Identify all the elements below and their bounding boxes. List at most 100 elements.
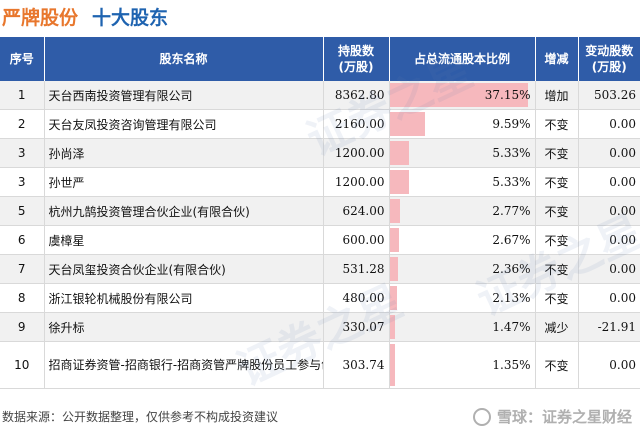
- ratio-bar: [389, 286, 398, 310]
- ratio-cell: 1.35%: [389, 341, 536, 389]
- shares-held: 303.74: [323, 341, 390, 389]
- ratio-cell: 2.36%: [389, 254, 536, 284]
- row-index: 7: [0, 254, 45, 284]
- shareholder-name: 孙世严: [44, 167, 324, 197]
- ratio-text: 2.36%: [492, 262, 531, 276]
- ratio-text: 5.33%: [492, 175, 531, 189]
- ratio-text: 37.15%: [484, 88, 531, 102]
- shareholder-name: 天台西南投资管理有限公司: [44, 81, 324, 110]
- row-index: 3: [0, 167, 45, 197]
- change-shares: 0.00: [578, 225, 640, 255]
- shares-held: 8362.80: [323, 81, 390, 110]
- row-index: 1: [0, 81, 45, 110]
- change-shares: 0.00: [578, 138, 640, 168]
- ratio-bar: [389, 141, 410, 165]
- snowball-logo-icon: [472, 407, 491, 426]
- ratio-cell: 5.33%: [389, 138, 536, 168]
- change-direction: 不变: [535, 283, 579, 313]
- change-direction: 不变: [535, 196, 579, 226]
- change-direction: 不变: [535, 225, 579, 255]
- shareholders-table: 序号 股东名称 持股数 (万股) 占总流通股本比例 增减 变动股数 (万股) 1 天台…: [0, 37, 640, 389]
- shareholder-name: 招商证券资管-招商银行-招商资管严牌股份员工参与创业板战略配售集合资产管理计划: [44, 341, 324, 389]
- row-index: 9: [0, 312, 45, 342]
- shares-held: 531.28: [323, 254, 390, 284]
- brand-mark: 雪球：证券之星财经: [472, 406, 632, 427]
- ratio-text: 1.35%: [492, 358, 531, 372]
- column-header-index: 序号: [0, 37, 45, 81]
- change-shares: 503.26: [578, 81, 640, 110]
- change-shares: 0.00: [578, 167, 640, 197]
- shares-held: 624.00: [323, 196, 390, 226]
- table-row: 2 天台友凤投资咨询管理有限公司 2160.00 9.59% 不变 0.00: [0, 109, 640, 139]
- column-header-shares: 持股数 (万股): [323, 37, 390, 81]
- ratio-text: 5.33%: [492, 146, 531, 160]
- shareholder-name: 徐升标: [44, 312, 324, 342]
- ratio-bar: [389, 315, 395, 339]
- table-header-row: 序号 股东名称 持股数 (万股) 占总流通股本比例 增减 变动股数 (万股): [0, 37, 640, 81]
- data-source-note: 数据来源：公开数据整理，仅供参考不构成投资建议: [2, 410, 279, 424]
- change-direction: 不变: [535, 167, 579, 197]
- row-index: 5: [0, 196, 45, 226]
- ratio-text: 2.13%: [492, 291, 531, 305]
- stock-name: 严牌股份: [2, 6, 79, 29]
- table-row: 1 天台西南投资管理有限公司 8362.80 37.15% 增加 503.26: [0, 81, 640, 110]
- ratio-bar: [389, 257, 399, 281]
- shareholder-name: 天台凤玺投资合伙企业(有限合伙): [44, 254, 324, 284]
- shares-held: 1200.00: [323, 167, 390, 197]
- change-shares: 0.00: [578, 196, 640, 226]
- shares-held: 480.00: [323, 283, 390, 313]
- change-shares: 0.00: [578, 254, 640, 284]
- row-index: 3: [0, 138, 45, 168]
- ratio-cell: 37.15%: [389, 81, 536, 110]
- ratio-bar: [389, 228, 400, 252]
- column-header-change-shares: 变动股数 (万股): [578, 37, 640, 81]
- brand-text: 雪球：证券之星财经: [496, 408, 632, 426]
- ratio-text: 9.59%: [492, 117, 531, 131]
- column-header-name: 股东名称: [44, 37, 324, 81]
- change-shares: 0.00: [578, 109, 640, 139]
- change-shares: -21.91: [578, 312, 640, 342]
- shareholder-name: 虞樟星: [44, 225, 324, 255]
- ratio-bar: [389, 199, 400, 223]
- shareholder-name: 杭州九鹄投资管理合伙企业(有限合伙): [44, 196, 324, 226]
- ratio-cell: 5.33%: [389, 167, 536, 197]
- table-row: 7 天台凤玺投资合伙企业(有限合伙) 531.28 2.36% 不变 0.00: [0, 254, 640, 284]
- table-row: 3 孙尚泽 1200.00 5.33% 不变 0.00: [0, 138, 640, 168]
- table-row: 5 杭州九鹄投资管理合伙企业(有限合伙) 624.00 2.77% 不变 0.00: [0, 196, 640, 226]
- row-index: 8: [0, 283, 45, 313]
- row-index: 2: [0, 109, 45, 139]
- table-row: 8 浙江银轮机械股份有限公司 480.00 2.13% 不变 0.00: [0, 283, 640, 313]
- table-row: 10招商证券资管-招商银行-招商资管严牌股份员工参与创业板战略配售集合资产管理计…: [0, 341, 640, 389]
- change-direction: 不变: [535, 138, 579, 168]
- table-row: 6 虞樟星 600.00 2.67% 不变 0.00: [0, 225, 640, 255]
- shareholder-name: 浙江银轮机械股份有限公司: [44, 283, 324, 313]
- shares-held: 330.07: [323, 312, 390, 342]
- change-direction: 增加: [535, 81, 579, 110]
- page-subtitle: 十大股东: [92, 6, 169, 29]
- column-header-change: 增减: [535, 37, 579, 81]
- ratio-cell: 2.77%: [389, 196, 536, 226]
- ratio-cell: 1.47%: [389, 312, 536, 342]
- shares-held: 1200.00: [323, 138, 390, 168]
- ratio-bar: [389, 344, 395, 386]
- row-index: 10: [0, 341, 45, 389]
- ratio-text: 2.67%: [492, 233, 531, 247]
- shares-held: 2160.00: [323, 109, 390, 139]
- table-row: 3 孙世严 1200.00 5.33% 不变 0.00: [0, 167, 640, 197]
- ratio-cell: 2.67%: [389, 225, 536, 255]
- change-shares: 0.00: [578, 341, 640, 389]
- ratio-bar: [389, 112, 426, 136]
- ratio-bar: [389, 83, 528, 107]
- column-header-ratio: 占总流通股本比例: [389, 37, 536, 81]
- ratio-text: 2.77%: [492, 204, 531, 218]
- ratio-text: 1.47%: [492, 320, 531, 334]
- shares-held: 600.00: [323, 225, 390, 255]
- change-direction: 减少: [535, 312, 579, 342]
- ratio-cell: 2.13%: [389, 283, 536, 313]
- change-direction: 不变: [535, 109, 579, 139]
- ratio-bar: [389, 170, 410, 194]
- table-row: 9 徐升标 330.07 1.47% 减少 -21.91: [0, 312, 640, 342]
- change-direction: 不变: [535, 341, 579, 389]
- change-direction: 不变: [535, 254, 579, 284]
- page-title: 严牌股份 十大股东: [2, 3, 168, 29]
